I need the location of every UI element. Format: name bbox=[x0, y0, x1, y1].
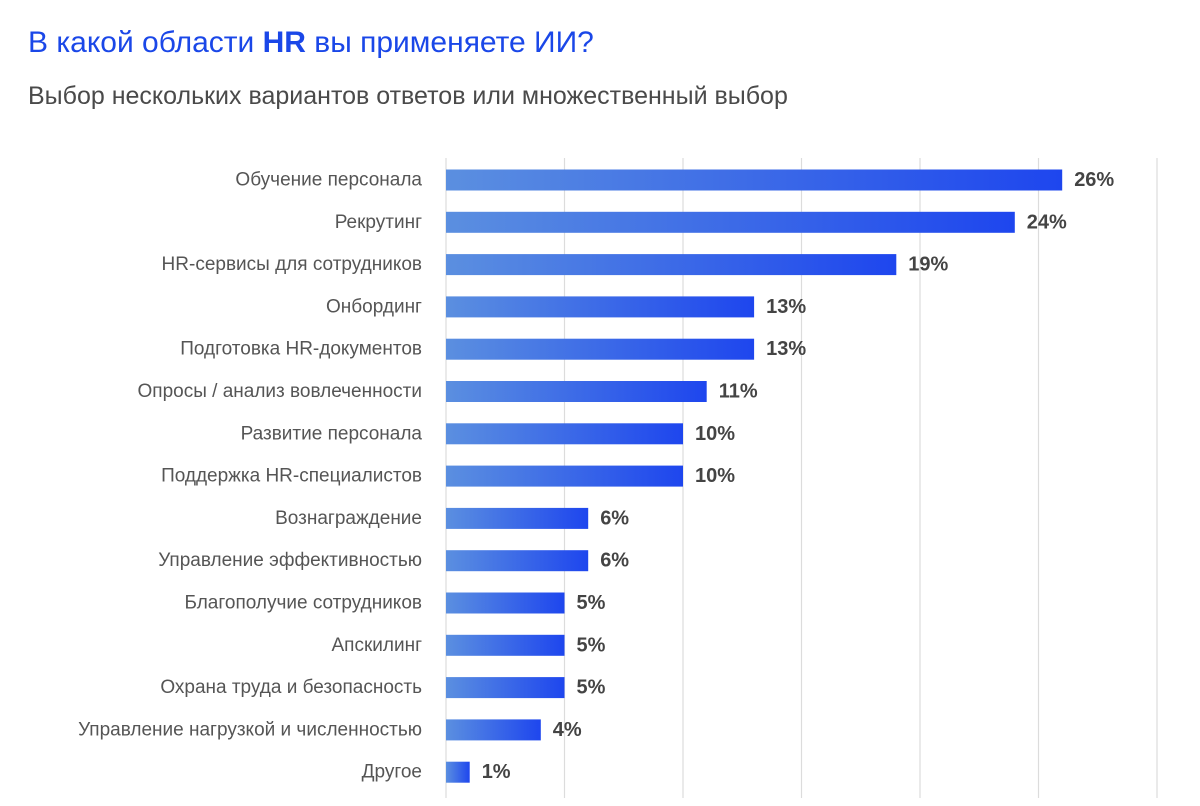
chart-title-highlight: HR bbox=[262, 26, 306, 59]
value-label: 5% bbox=[577, 592, 606, 614]
bar bbox=[446, 381, 707, 402]
value-labels: 26% 24% 19% 13% 13% 11% 10% 10% 6% 6% 5% 5% 5% 4% 1% bbox=[482, 169, 1115, 783]
category-label: Подготовка HR-документов bbox=[180, 339, 422, 360]
bars bbox=[446, 169, 1063, 783]
value-label: 26% bbox=[1074, 169, 1114, 191]
category-label: Управление эффективностью bbox=[158, 550, 422, 571]
category-label: HR-сервисы для сотрудников bbox=[162, 254, 422, 275]
bar bbox=[446, 507, 589, 529]
chart-title-prefix: В какой области bbox=[28, 26, 263, 59]
chart-subtitle: Выбор нескольких вариантов ответов или м… bbox=[28, 82, 788, 110]
category-label: Другое bbox=[362, 762, 422, 783]
category-label: Апскилинг bbox=[331, 635, 422, 656]
value-label: 13% bbox=[766, 338, 806, 360]
category-labels: Обучение персонала Рекрутинг HR-сервисы дл… bbox=[78, 170, 422, 783]
value-label: 5% bbox=[577, 677, 606, 699]
category-label: Вознаграждение bbox=[275, 508, 422, 529]
chart-title-suffix: вы применяете ИИ? bbox=[305, 26, 594, 59]
value-label: 6% bbox=[600, 550, 629, 572]
value-label: 10% bbox=[695, 423, 735, 445]
bar bbox=[446, 761, 470, 783]
category-label: Опросы / анализ вовлеченности bbox=[138, 381, 422, 402]
bar bbox=[446, 592, 565, 614]
category-label: Рекрутинг bbox=[335, 212, 422, 233]
bar bbox=[446, 634, 565, 656]
category-label: Обучение персонала bbox=[235, 170, 422, 191]
value-label: 5% bbox=[577, 634, 606, 656]
bar bbox=[446, 465, 683, 487]
bar bbox=[446, 677, 565, 699]
value-label: 10% bbox=[695, 465, 735, 487]
category-label: Развитие персонала bbox=[241, 423, 423, 444]
category-label: Благополучие сотрудников bbox=[184, 593, 422, 614]
category-label: Онбординг bbox=[326, 296, 422, 317]
value-label: 13% bbox=[766, 296, 806, 318]
category-label: Охрана труда и безопасность bbox=[160, 677, 422, 698]
bar bbox=[446, 254, 897, 276]
bar bbox=[446, 296, 755, 318]
value-label: 6% bbox=[600, 507, 629, 529]
value-label: 4% bbox=[553, 719, 582, 741]
bar bbox=[446, 550, 589, 572]
chart-title: В какой области HR вы применяете ИИ? bbox=[28, 26, 594, 60]
value-label: 1% bbox=[482, 761, 511, 783]
bar bbox=[446, 211, 1015, 233]
bar bbox=[446, 338, 755, 360]
bar bbox=[446, 423, 683, 445]
bar bbox=[446, 719, 541, 741]
category-label: Управление нагрузкой и численностью bbox=[78, 719, 422, 740]
bar bbox=[446, 169, 1063, 191]
value-label: 19% bbox=[908, 254, 948, 276]
value-label: 11% bbox=[719, 381, 758, 403]
category-label: Поддержка HR-специалистов bbox=[161, 466, 422, 487]
value-label: 24% bbox=[1027, 211, 1067, 233]
